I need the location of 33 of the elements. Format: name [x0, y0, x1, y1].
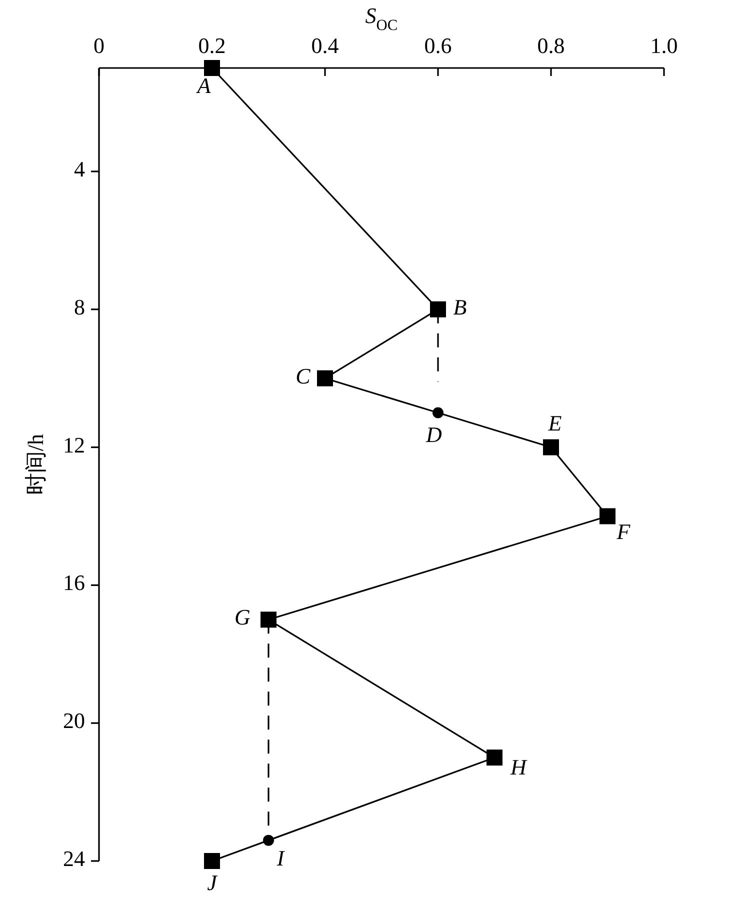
annotation: B: [453, 294, 467, 320]
annotation: A: [195, 73, 212, 98]
y-tick-label: 16: [63, 570, 85, 596]
annotation: D: [425, 422, 442, 447]
point: [486, 750, 502, 766]
annotation: E: [547, 410, 562, 436]
point: [317, 370, 333, 386]
point: [432, 407, 444, 418]
annotation: F: [616, 519, 631, 544]
x-tick-label: 0.4: [311, 33, 339, 58]
y-tick-label: 8: [74, 294, 85, 320]
x-tick-label: 1.0: [650, 33, 678, 58]
point: [430, 301, 446, 318]
point: [600, 508, 616, 524]
y-axis-title: 时间/h: [23, 434, 48, 496]
y-tick-label: 4: [74, 156, 85, 182]
point: [204, 60, 220, 76]
y-tick-label: 24: [63, 846, 85, 872]
y-tick-label: 20: [63, 708, 85, 734]
annotation: G: [234, 604, 251, 630]
x-tick-label: 0.6: [424, 33, 452, 58]
x-tick-label: 0.2: [198, 33, 226, 58]
point: [260, 612, 276, 628]
annotation: C: [296, 363, 311, 388]
annotation: I: [276, 845, 286, 870]
point: [204, 853, 220, 869]
y-tick-label: 12: [63, 432, 85, 458]
x-tick-label: 0: [94, 33, 104, 58]
x-tick-label: 0.8: [537, 33, 565, 58]
annotation: H: [510, 754, 528, 780]
point: [543, 439, 559, 456]
annotation: J: [207, 870, 218, 896]
x-axis-title: S$_{OC}$: [365, 3, 398, 34]
